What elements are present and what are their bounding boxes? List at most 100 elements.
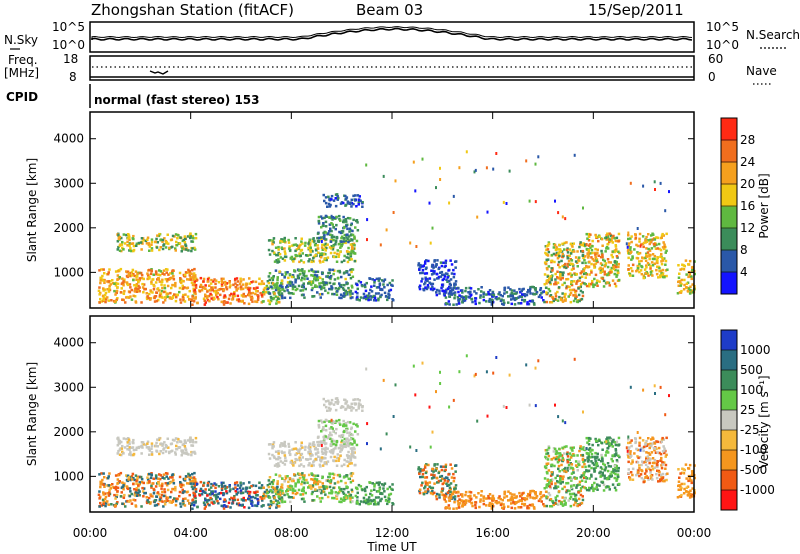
data-pixel	[478, 301, 481, 305]
data-pixel	[645, 266, 648, 269]
data-pixel	[194, 501, 197, 504]
data-pixel	[194, 290, 197, 294]
data-pixel	[480, 494, 483, 497]
data-pixel	[469, 494, 472, 498]
data-pixel	[116, 274, 120, 277]
data-pixel	[339, 435, 343, 439]
data-pixel	[509, 497, 512, 500]
data-pixel	[99, 501, 102, 505]
data-pixel	[526, 495, 529, 498]
data-pixel	[122, 488, 125, 491]
data-pixel	[192, 274, 195, 278]
data-pixel	[556, 248, 560, 251]
data-pixel	[340, 275, 343, 279]
data-pixel	[383, 482, 387, 485]
data-pixel	[509, 288, 512, 291]
data-pixel	[346, 252, 350, 256]
data-pixel	[188, 298, 191, 301]
data-pixel	[194, 487, 198, 491]
data-pixel	[174, 281, 177, 285]
data-pixel	[117, 237, 121, 241]
data-pixel	[326, 409, 329, 412]
data-pixel	[134, 474, 138, 477]
data-pixel	[313, 276, 316, 279]
data-pixel	[351, 433, 354, 437]
data-pixel	[101, 294, 105, 298]
data-pixel	[665, 274, 668, 278]
data-pixel	[327, 399, 330, 403]
data-pixel	[217, 298, 220, 301]
data-pixel	[353, 243, 356, 247]
data-pixel	[330, 198, 333, 201]
data-pixel	[557, 211, 560, 215]
data-pixel	[330, 234, 334, 237]
data-pixel	[340, 448, 343, 452]
data-pixel	[296, 254, 299, 257]
data-pixel	[365, 485, 368, 489]
data-pixel	[444, 506, 448, 509]
data-pixel	[276, 253, 280, 257]
data-pixel	[157, 438, 161, 442]
data-pixel	[386, 283, 389, 287]
data-pixel	[268, 496, 272, 499]
data-pixel	[161, 247, 165, 251]
data-pixel	[486, 210, 489, 214]
data-pixel	[319, 296, 322, 299]
data-pixel	[254, 491, 257, 494]
data-pixel	[322, 253, 326, 256]
data-pixel	[349, 427, 353, 431]
data-pixel	[332, 403, 336, 406]
data-pixel	[276, 485, 279, 489]
data-pixel	[140, 505, 143, 508]
data-pixel	[152, 492, 156, 495]
data-pixel	[162, 473, 166, 476]
data-pixel	[462, 299, 466, 303]
data-pixel	[570, 477, 574, 481]
data-pixel	[168, 277, 172, 280]
data-pixel	[137, 284, 140, 288]
data-pixel	[341, 434, 345, 437]
data-pixel	[237, 491, 240, 494]
data-pixel	[328, 230, 331, 233]
data-pixel	[562, 458, 565, 461]
data-pixel	[529, 491, 532, 495]
data-pixel	[355, 239, 359, 243]
data-pixel	[426, 488, 430, 491]
data-pixel	[351, 500, 354, 503]
noise-panel: N.Sky 10^5 10^0 10^5 10^0 N.Search	[4, 20, 800, 53]
data-pixel	[288, 477, 292, 480]
data-pixel	[218, 288, 222, 291]
data-pixel	[489, 293, 492, 296]
data-pixel	[321, 248, 324, 251]
data-pixel	[256, 502, 260, 505]
data-pixel	[171, 438, 175, 442]
data-pixel	[108, 472, 111, 475]
data-pixel	[438, 496, 441, 499]
data-pixel	[300, 259, 303, 262]
data-pixel	[570, 281, 573, 284]
data-pixel	[104, 504, 107, 508]
data-pixel	[209, 292, 212, 296]
data-pixel	[446, 491, 450, 495]
data-pixel	[440, 490, 443, 494]
data-pixel	[98, 473, 101, 476]
data-pixel	[336, 481, 340, 484]
data-pixel	[488, 289, 492, 292]
data-pixel	[286, 488, 289, 491]
data-pixel	[150, 447, 153, 450]
data-pixel	[521, 492, 524, 495]
data-pixel	[171, 479, 175, 482]
data-pixel	[560, 271, 563, 275]
data-pixel	[554, 452, 558, 456]
data-pixel	[109, 487, 112, 490]
data-pixel	[103, 293, 107, 297]
data-pixel	[329, 455, 333, 459]
data-pixel	[285, 286, 288, 289]
data-pixel	[127, 233, 130, 236]
noise-sky-label: N.Sky	[4, 33, 38, 47]
data-pixel	[135, 278, 138, 281]
data-pixel	[528, 289, 532, 293]
data-pixel	[135, 284, 138, 288]
data-pixel	[349, 234, 353, 237]
data-pixel	[327, 232, 330, 235]
